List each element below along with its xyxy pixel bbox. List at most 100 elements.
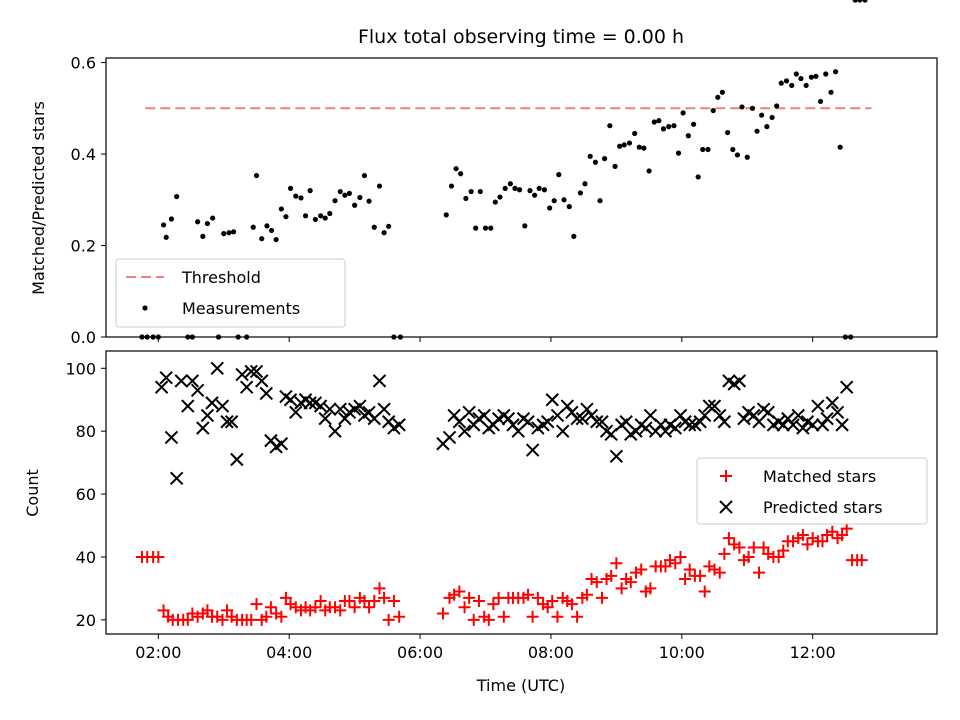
- measurement-point: [547, 205, 553, 211]
- measurement-point: [571, 233, 577, 239]
- matched-star-point: [260, 610, 273, 623]
- measurement-point: [527, 188, 533, 194]
- bottom-axes: 20 40 60 80 100 02:00 04:00 06:00 08:00 10:00 12:…: [23, 351, 938, 695]
- predicted-star-point: [521, 415, 535, 429]
- predicted-star-point: [805, 418, 820, 432]
- legend-measurements-label: Measurements: [182, 299, 300, 318]
- matched-star-point: [270, 607, 283, 620]
- measurement-point: [268, 227, 275, 234]
- measurement-point: [857, 0, 863, 3]
- measurement-point: [221, 231, 227, 237]
- predicted-star-point: [820, 411, 834, 426]
- measurement-point: [516, 187, 523, 193]
- predicted-star-point: [333, 402, 347, 416]
- measurement-point: [273, 236, 279, 243]
- predicted-star-point: [796, 421, 810, 435]
- measurement-point: [337, 188, 343, 195]
- measurement-point: [174, 193, 180, 200]
- measurement-point: [646, 168, 652, 174]
- matched-star-point: [772, 550, 785, 563]
- measurement-point: [666, 124, 672, 130]
- measurement-point: [463, 195, 469, 202]
- predicted-star-point: [318, 411, 332, 426]
- measurement-point: [352, 202, 358, 208]
- matched-star-point: [698, 585, 711, 598]
- matched-star-point: [216, 613, 229, 626]
- measurement-point: [719, 89, 725, 95]
- top-x-ticks: [157, 337, 814, 342]
- top-axes-frame: [105, 57, 938, 338]
- matched-star-point: [373, 582, 386, 595]
- measurement-point: [612, 163, 618, 169]
- matched-star-point: [250, 598, 263, 611]
- measurement-point: [837, 144, 843, 150]
- matched-star-point: [635, 563, 648, 576]
- measurement-point: [556, 172, 562, 178]
- measurement-point: [803, 82, 809, 89]
- matched-star-point: [580, 588, 593, 601]
- matched-star-point: [801, 538, 814, 551]
- measurement-point: [327, 210, 333, 217]
- predicted-star-point: [372, 374, 387, 388]
- measurement-point: [607, 123, 613, 129]
- matched-star-point: [624, 576, 637, 589]
- measurement-point: [278, 206, 284, 212]
- measurement-point: [852, 0, 858, 3]
- matched-star-point: [703, 560, 716, 573]
- predicted-star-point: [732, 374, 747, 388]
- predicted-star-point: [181, 399, 195, 413]
- predicted-star-point: [717, 415, 732, 429]
- measurement-point: [798, 75, 804, 82]
- predicted-star-point: [230, 452, 244, 467]
- measurement-point: [357, 194, 363, 201]
- predicted-star-point: [737, 411, 751, 426]
- matched-star-point: [590, 576, 603, 589]
- matched-star-point: [757, 541, 770, 554]
- measurement-point: [710, 107, 716, 114]
- measurement-point: [636, 144, 642, 150]
- measurement-point: [150, 334, 156, 340]
- measurement-point: [322, 215, 328, 221]
- top-legend-box: [115, 258, 346, 328]
- y-tick-label: 0.4: [71, 145, 96, 164]
- measurement-point: [235, 334, 241, 340]
- bottom-legend: Matched stars Predicted stars: [696, 457, 928, 525]
- measurement-point: [793, 71, 799, 77]
- predicted-star-point: [545, 393, 559, 407]
- matched-star-point: [482, 613, 495, 626]
- matched-star-point: [363, 601, 376, 614]
- measurement-point: [817, 98, 824, 105]
- matched-star-point: [708, 563, 721, 576]
- measurement-point: [680, 110, 686, 116]
- predicted-star-point: [224, 415, 239, 429]
- measurement-point: [332, 198, 338, 204]
- measurement-point: [302, 213, 309, 219]
- predicted-star-point: [196, 421, 210, 435]
- matched-star-point: [855, 554, 868, 567]
- matched-star-point: [777, 544, 790, 557]
- top-y-ticks: 0.0 0.2 0.4 0.6: [71, 54, 106, 347]
- measurement-point: [651, 119, 657, 125]
- matched-star-point: [152, 550, 165, 563]
- x-tick-label: 08:00: [528, 643, 574, 662]
- matched-star-point: [522, 588, 535, 601]
- measurement-point: [582, 181, 588, 187]
- measurement-point: [566, 204, 572, 210]
- x-tick-label: 06:00: [397, 643, 443, 662]
- matched-star-point: [348, 601, 361, 614]
- matched-star-point: [497, 610, 510, 623]
- predicted-star-point: [658, 424, 673, 438]
- predicted-star-point: [835, 418, 849, 432]
- predicted-star-point: [815, 418, 830, 432]
- predicted-star-point: [353, 399, 367, 413]
- measurement-point: [492, 199, 498, 205]
- measurement-point: [477, 188, 483, 195]
- measurement-point: [226, 230, 232, 236]
- matched-star-point: [742, 550, 755, 563]
- predicted-star-point: [501, 411, 516, 426]
- matched-star-point: [245, 613, 258, 626]
- measurement-point: [397, 334, 404, 340]
- matched-star-point: [605, 569, 618, 582]
- measurement-point: [778, 80, 784, 86]
- predicted-star-point: [274, 437, 289, 451]
